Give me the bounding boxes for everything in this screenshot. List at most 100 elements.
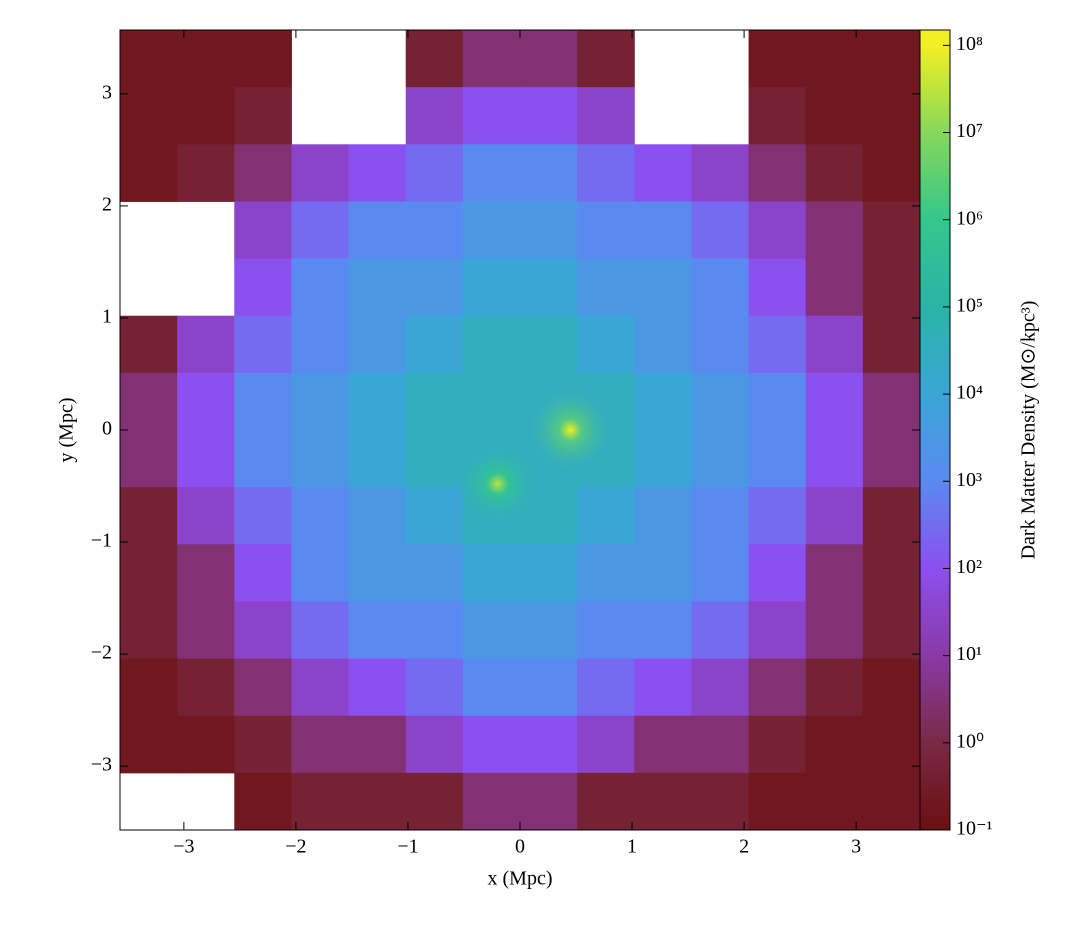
cell xyxy=(405,658,464,717)
x-tick-label: −2 xyxy=(285,836,306,858)
cell xyxy=(291,601,350,660)
cell xyxy=(462,87,521,145)
cell xyxy=(405,87,464,145)
cell xyxy=(577,487,635,545)
x-tick-label: −1 xyxy=(397,836,418,858)
y-tick-label: 3 xyxy=(102,81,112,103)
cell xyxy=(862,258,921,317)
cell xyxy=(348,487,407,545)
cell xyxy=(462,201,521,260)
y-tick-label: −3 xyxy=(91,754,112,776)
cell xyxy=(577,315,635,374)
cell xyxy=(177,715,235,774)
y-tick-label: 0 xyxy=(102,418,112,440)
cell xyxy=(805,315,864,374)
cell xyxy=(234,772,292,831)
cell xyxy=(748,315,807,374)
colorbar-tick-label: 10⁸ xyxy=(956,33,983,55)
cell xyxy=(805,372,864,431)
cell xyxy=(348,601,407,660)
cell xyxy=(862,372,921,431)
cell xyxy=(120,715,178,774)
cell xyxy=(291,658,350,717)
cell xyxy=(691,430,750,488)
cell xyxy=(234,487,292,545)
cell xyxy=(291,372,350,431)
cell xyxy=(234,315,292,374)
cell xyxy=(291,258,350,317)
cell xyxy=(805,544,864,602)
cell xyxy=(691,487,750,545)
cell xyxy=(748,430,807,488)
cell xyxy=(805,87,864,145)
cell xyxy=(577,658,635,717)
cell xyxy=(234,144,292,202)
cell xyxy=(405,372,464,431)
cell xyxy=(520,715,578,774)
cell xyxy=(177,487,235,545)
cell xyxy=(120,658,178,717)
cell xyxy=(405,544,464,602)
cell xyxy=(691,315,750,374)
cell xyxy=(234,258,292,317)
cell xyxy=(862,430,921,488)
density-peak xyxy=(452,438,543,529)
cell xyxy=(634,144,692,202)
cell xyxy=(177,430,235,488)
cell xyxy=(405,772,464,831)
cell xyxy=(862,487,921,545)
cell xyxy=(405,601,464,660)
cell xyxy=(520,258,578,317)
cell xyxy=(405,30,464,88)
cell xyxy=(234,715,292,774)
colorbar-tick-label: 10² xyxy=(956,556,982,578)
cell xyxy=(405,487,464,545)
cell xyxy=(234,601,292,660)
cell xyxy=(577,772,635,831)
cell xyxy=(120,30,178,88)
cell xyxy=(177,87,235,145)
cell xyxy=(748,144,807,202)
cell xyxy=(405,144,464,202)
colorbar-tick-label: 10⁻¹ xyxy=(956,818,993,840)
colorbar-tick-label: 10⁵ xyxy=(956,294,983,316)
cell xyxy=(748,201,807,260)
cell xyxy=(177,144,235,202)
cell xyxy=(462,715,521,774)
cell xyxy=(120,487,178,545)
cell xyxy=(862,658,921,717)
cell xyxy=(634,544,692,602)
cell xyxy=(120,601,178,660)
cell xyxy=(462,601,521,660)
cell xyxy=(348,144,407,202)
cell xyxy=(462,315,521,374)
cell xyxy=(805,144,864,202)
cell xyxy=(348,772,407,831)
cell xyxy=(234,544,292,602)
cell xyxy=(462,372,521,431)
cell xyxy=(577,544,635,602)
cell xyxy=(462,144,521,202)
x-tick-label: 2 xyxy=(739,836,749,858)
density-peak xyxy=(525,385,616,475)
y-tick-label: 1 xyxy=(102,306,112,328)
cell xyxy=(862,144,921,202)
cell xyxy=(805,772,864,831)
cell xyxy=(120,87,178,145)
cell xyxy=(462,258,521,317)
cell xyxy=(520,772,578,831)
cell xyxy=(634,658,692,717)
cell xyxy=(291,144,350,202)
cell xyxy=(805,601,864,660)
cell xyxy=(577,144,635,202)
cell xyxy=(577,258,635,317)
x-axis-label: x (Mpc) xyxy=(488,868,553,890)
colorbar-tick-label: 10⁶ xyxy=(956,207,983,229)
cell xyxy=(748,372,807,431)
cell xyxy=(520,315,578,374)
cell xyxy=(291,544,350,602)
x-tick-label: 0 xyxy=(515,836,525,858)
cell xyxy=(577,87,635,145)
cell xyxy=(862,772,921,831)
cell xyxy=(634,372,692,431)
